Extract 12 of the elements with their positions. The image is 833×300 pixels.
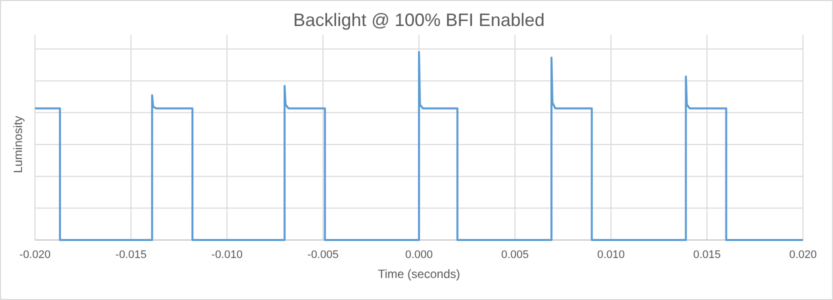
x-tick-label: -0.020 <box>19 248 51 261</box>
x-tick-label: -0.005 <box>307 248 339 261</box>
y-axis-title: Luminosity <box>11 116 25 174</box>
x-tick-label: 0.020 <box>789 248 817 261</box>
chart-title: Backlight @ 100% BFI Enabled <box>293 10 545 30</box>
x-tick-label: -0.015 <box>115 248 147 261</box>
x-tick-label: -0.010 <box>211 248 243 261</box>
x-axis-title: Time (seconds) <box>378 267 460 281</box>
x-tick-label: 0.000 <box>405 248 433 261</box>
x-tick-label: 0.005 <box>501 248 529 261</box>
x-tick-label: 0.015 <box>693 248 721 261</box>
x-tick-label: 0.010 <box>597 248 625 261</box>
